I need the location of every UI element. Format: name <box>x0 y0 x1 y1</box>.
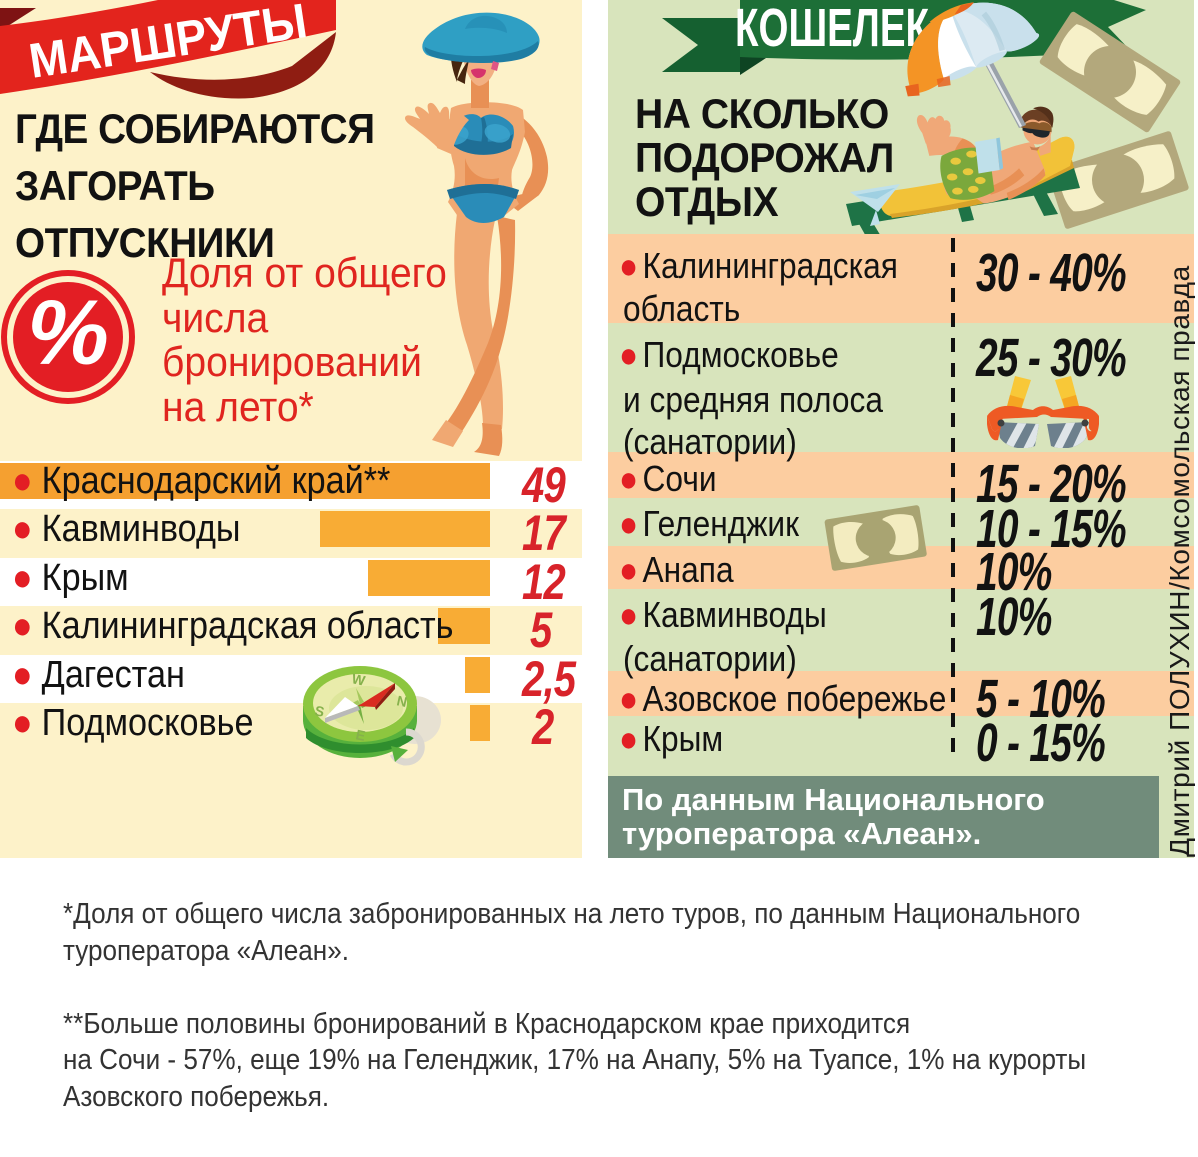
svg-text:W: W <box>350 670 367 689</box>
svg-text:N: N <box>395 692 408 710</box>
svg-text:E: E <box>354 726 366 744</box>
svg-text:S: S <box>313 702 325 720</box>
svg-text:КОШЕЛЕК: КОШЕЛЕК <box>735 0 930 58</box>
